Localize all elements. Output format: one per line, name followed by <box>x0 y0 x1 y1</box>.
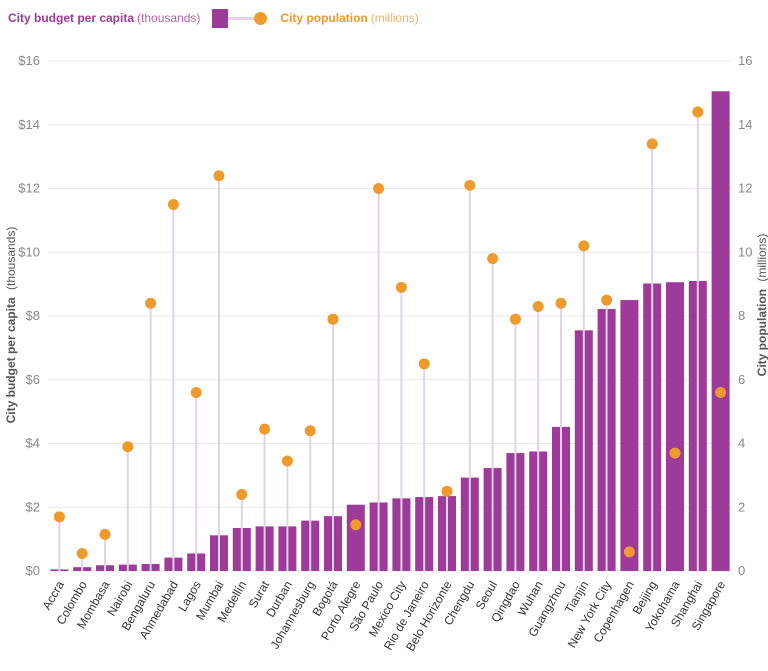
y-tick-right: 4 <box>738 436 745 451</box>
y-axis-left-title: City budget per capita (thousands) <box>4 227 18 424</box>
population-dot <box>190 387 202 398</box>
population-dot <box>578 240 590 252</box>
population-dot <box>281 455 293 467</box>
y-tick-right: 12 <box>738 181 752 196</box>
y-tick-left: $4 <box>26 436 40 451</box>
legend-population: City population (millions) <box>280 11 418 25</box>
legend-pop-label: City population <box>280 11 368 25</box>
y-tick-right: 16 <box>738 53 752 68</box>
legend-budget-unit: (thousands) <box>137 11 201 25</box>
legend-bar-swatch <box>212 8 229 28</box>
y-tick-right: 2 <box>738 499 745 514</box>
population-dot <box>441 485 453 497</box>
population-dot <box>509 313 521 325</box>
y-tick-left: $14 <box>18 117 40 132</box>
y-tick-right: 0 <box>738 563 745 578</box>
y-tick-left: $10 <box>18 244 40 259</box>
population-dot <box>350 519 362 531</box>
budget-bars <box>50 91 730 571</box>
legend-stem-line <box>228 16 255 20</box>
bar <box>711 91 730 571</box>
axis-ticks: $0 $2 $4 $6 $8 $10 $12 $14 $16 0 2 4 6 8 10 12 14 16 <box>18 53 752 578</box>
y-tick-left: $2 <box>26 499 40 514</box>
population-dot <box>99 528 111 540</box>
y-axis-right-title-label: City population <box>755 289 768 376</box>
population-dot <box>327 313 339 325</box>
y-tick-right: 8 <box>738 308 745 323</box>
population-stems <box>58 112 699 571</box>
population-dot <box>122 441 134 453</box>
bar <box>666 282 684 571</box>
population-dots <box>53 106 727 559</box>
gridlines <box>48 60 732 572</box>
legend-budget-label: City budget per capita <box>8 11 135 25</box>
population-dot <box>213 170 225 182</box>
y-axis-right-title-unit: (millions) <box>755 234 768 282</box>
population-dot <box>418 358 430 370</box>
y-tick-left: $0 <box>26 563 40 578</box>
legend-pop-unit: (millions) <box>370 11 419 25</box>
population-dot <box>555 297 567 309</box>
bar <box>620 300 639 571</box>
legend-budget: City budget per capita (thousands) <box>8 11 200 25</box>
population-dot <box>259 423 271 435</box>
population-dot <box>601 294 613 306</box>
y-tick-right: 14 <box>738 117 752 132</box>
population-dot <box>692 106 704 118</box>
y-tick-left: $8 <box>26 308 40 323</box>
y-axis-left-title-unit: (thousands) <box>4 227 18 290</box>
y-tick-left: $12 <box>18 181 40 196</box>
population-dot <box>53 511 65 523</box>
y-axis-left-title-label: City budget per capita <box>4 297 18 423</box>
population-dot <box>236 489 248 500</box>
population-dot <box>167 198 179 210</box>
y-tick-left: $6 <box>26 372 40 387</box>
legend: City budget per capita (thousands) City p… <box>8 8 419 28</box>
population-dot <box>715 387 727 398</box>
population-dot <box>76 547 88 559</box>
y-axis-right-title: City population (millions) <box>755 234 768 377</box>
y-tick-left: $16 <box>18 53 40 68</box>
population-dot <box>145 297 157 309</box>
population-dot <box>646 138 658 150</box>
x-axis-labels: AccraColomboMombasaNairobiBengaluruAhmed… <box>40 578 729 654</box>
population-dot <box>464 179 476 191</box>
population-dot <box>304 425 316 437</box>
population-dot <box>669 447 681 459</box>
y-tick-right: 10 <box>738 244 752 259</box>
population-dot <box>532 300 544 312</box>
legend-dot-marker <box>254 11 268 25</box>
population-dot <box>373 183 385 194</box>
population-dot <box>623 546 635 558</box>
bar <box>346 504 365 571</box>
population-dot <box>395 281 407 293</box>
y-tick-right: 6 <box>738 372 745 387</box>
population-dot <box>487 253 499 265</box>
